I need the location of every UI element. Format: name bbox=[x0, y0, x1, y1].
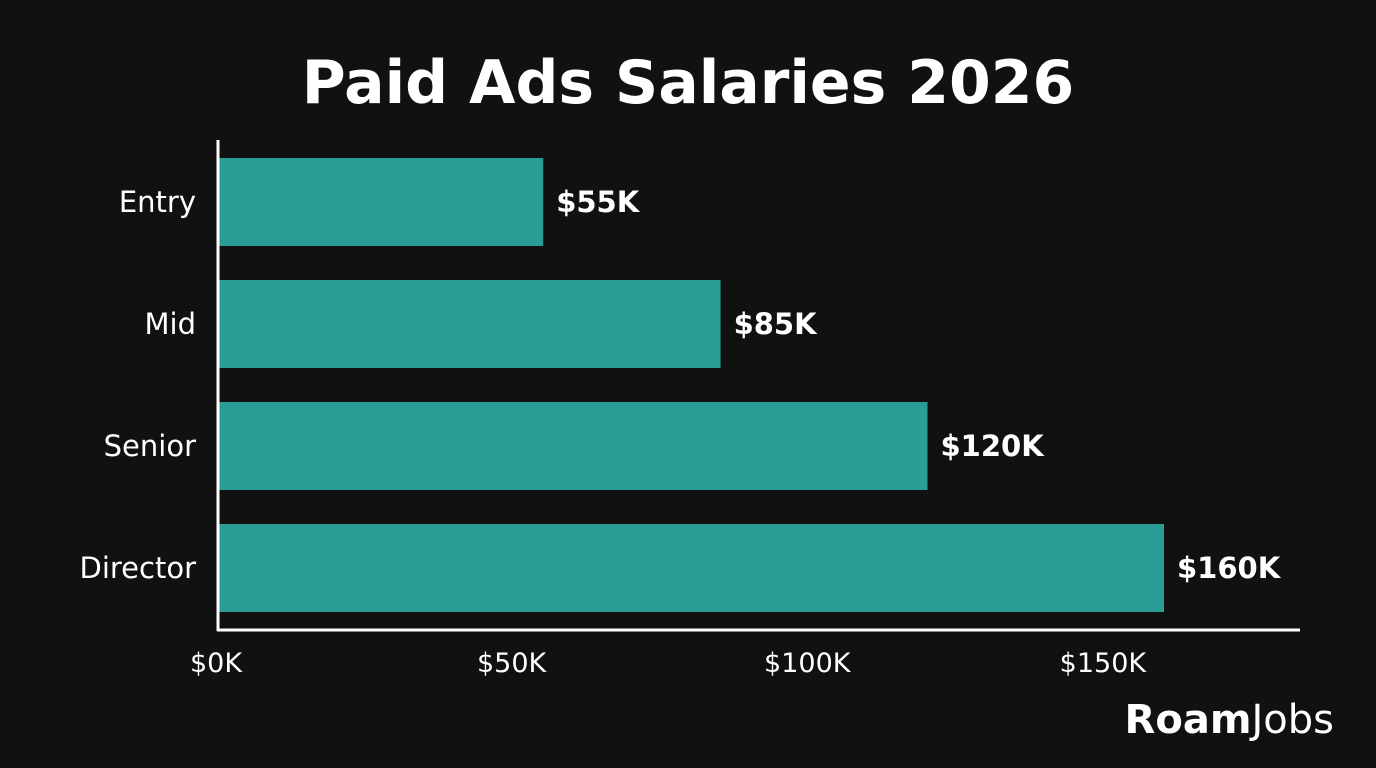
x-tick-label: $0K bbox=[190, 648, 243, 679]
bar-director bbox=[218, 524, 1165, 612]
category-label: Senior bbox=[104, 429, 196, 463]
data-label: $160K bbox=[1177, 551, 1282, 585]
category-label: Director bbox=[80, 551, 197, 585]
data-label: $55K bbox=[556, 185, 641, 219]
category-label: Entry bbox=[119, 185, 196, 219]
x-tick-label: $50K bbox=[477, 648, 548, 679]
logo-part-jobs: Jobs bbox=[1251, 697, 1335, 743]
x-tick-label: $100K bbox=[764, 648, 852, 679]
chart-title: Paid Ads Salaries 2026 bbox=[301, 48, 1075, 118]
x-tick-label: $150K bbox=[1060, 648, 1148, 679]
category-label: Mid bbox=[145, 307, 197, 341]
roamjobs-logo: RoamJobs bbox=[1125, 697, 1334, 743]
bar-senior bbox=[218, 402, 928, 490]
data-label: $120K bbox=[941, 429, 1046, 463]
bar-mid bbox=[218, 280, 721, 368]
logo-part-roam: Roam bbox=[1124, 697, 1252, 743]
data-label: $85K bbox=[734, 307, 819, 341]
bar-entry bbox=[218, 158, 544, 246]
